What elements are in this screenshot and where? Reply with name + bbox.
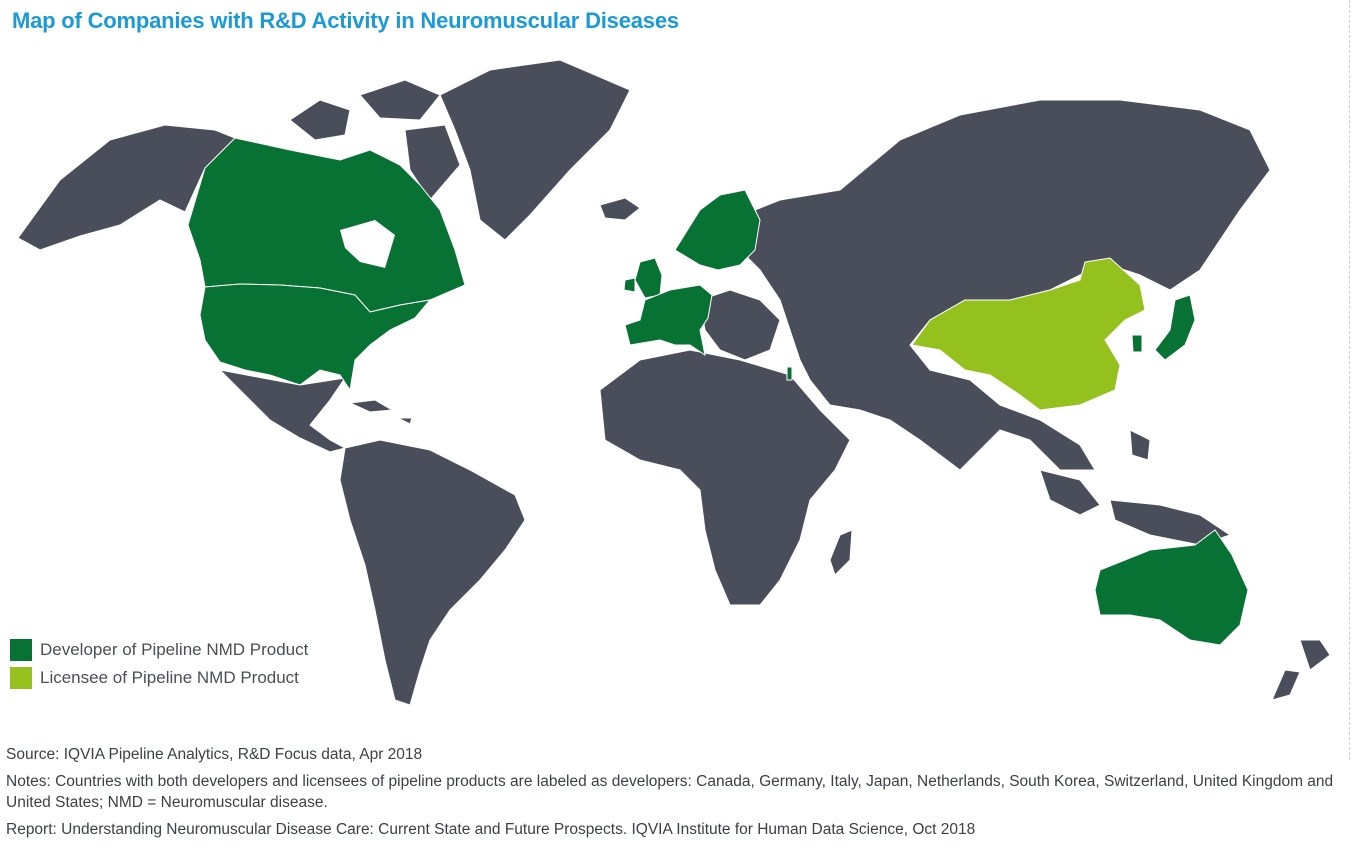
legend-label-licensee: Licensee of Pipeline NMD Product [40, 668, 299, 687]
region-united-states [199, 283, 432, 392]
legend-swatch-licensee [10, 667, 32, 689]
region-new-zealand [1271, 639, 1331, 701]
world-map [17, 59, 1331, 706]
region-southeast-asia-islands [1039, 429, 1232, 546]
region-uk-ireland [623, 257, 663, 299]
region-arctic-islands-west [289, 79, 461, 201]
legend-item-licensee: Licensee of Pipeline NMD Product [10, 664, 308, 692]
notes-text: Notes: Countries with both developers an… [6, 773, 1334, 811]
footer-notes: Source: IQVIA Pipeline Analytics, R&D Fo… [6, 744, 1336, 846]
region-south-america [339, 439, 526, 706]
page-title: Map of Companies with R&D Activity in Ne… [12, 8, 679, 33]
region-greenland [439, 59, 631, 241]
report-citation: Report: Understanding Neuromuscular Dise… [6, 821, 976, 838]
map-legend: Developer of Pipeline NMD Product Licens… [10, 636, 308, 692]
region-russia-asia [729, 99, 1271, 471]
region-western-europe-other [699, 289, 781, 361]
legend-item-developer: Developer of Pipeline NMD Product [10, 636, 308, 664]
region-japan-korea [1131, 294, 1196, 361]
region-china [911, 257, 1146, 411]
region-australia [1094, 529, 1249, 646]
region-iceland [599, 197, 641, 221]
legend-label-developer: Developer of Pipeline NMD Product [40, 640, 309, 659]
region-israel [786, 366, 793, 381]
region-mexico-central-america [218, 369, 347, 453]
region-nordics [674, 189, 761, 271]
region-western-europe [624, 284, 713, 357]
edge-divider [1349, 0, 1350, 760]
source-note: Source: IQVIA Pipeline Analytics, R&D Fo… [6, 746, 423, 763]
region-canada-hudson-bay-cutout [340, 220, 395, 268]
legend-swatch-developer [10, 639, 32, 661]
region-caribbean [348, 399, 413, 425]
region-africa [599, 349, 851, 606]
region-madagascar [829, 529, 853, 576]
